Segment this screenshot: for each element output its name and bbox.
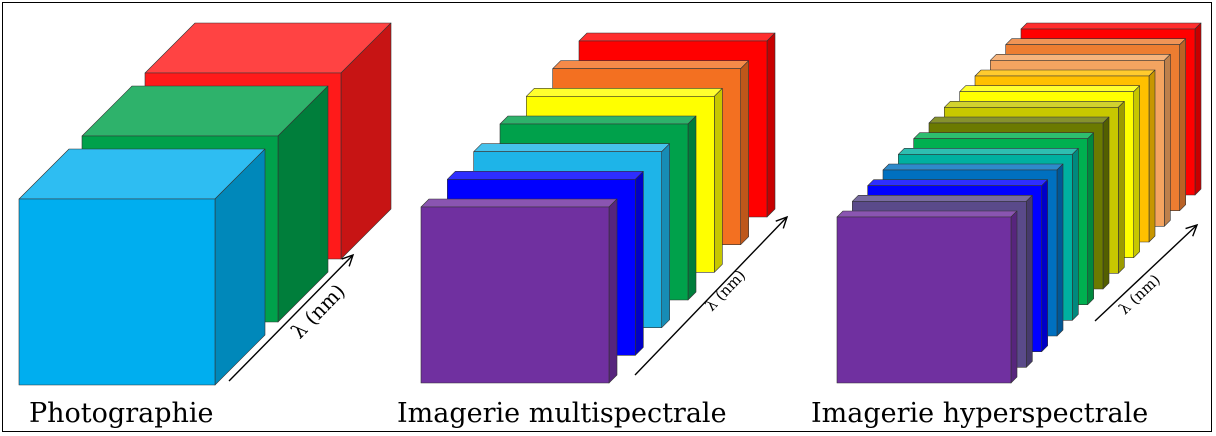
band-top-face <box>499 115 697 125</box>
band-side-face <box>766 32 776 218</box>
band-block <box>420 198 618 384</box>
caption-multispectrale: Imagerie multispectrale <box>397 398 727 429</box>
band-side-face <box>1148 69 1156 243</box>
band-side-face <box>1026 195 1033 368</box>
band-side-face <box>1010 210 1018 384</box>
wavelength-arrow <box>1094 224 1198 322</box>
band-top-face <box>959 85 1140 92</box>
band-side-face <box>608 198 618 384</box>
panel-multispectrale: λ (nm) <box>420 32 789 384</box>
axis-label-lambda: λ (nm) <box>702 266 750 314</box>
band-side-face <box>1133 85 1140 258</box>
band-front-face <box>420 206 610 384</box>
band-top-face <box>836 210 1018 218</box>
band-side-face <box>1087 132 1094 305</box>
cubes-canvas: λ (nm) λ (nm) λ (nm) <box>18 22 1202 386</box>
band-top-face <box>1005 38 1186 45</box>
band-top-face <box>526 88 723 97</box>
band-side-face <box>1056 163 1064 337</box>
band-top-face <box>928 116 1110 124</box>
band-top-face <box>578 32 776 42</box>
band-side-face <box>1041 179 1048 352</box>
band-side-face <box>635 171 644 356</box>
band-side-face <box>1072 148 1079 321</box>
band-side-face <box>740 60 749 245</box>
band-side-face <box>714 88 723 273</box>
arrow-head-icon <box>1185 223 1199 237</box>
band-side-face <box>1164 54 1171 227</box>
wavelength-arrow <box>228 254 354 382</box>
band-top-face <box>1020 22 1202 30</box>
band-top-face <box>944 101 1125 108</box>
band-top-face <box>552 60 749 69</box>
band-top-face <box>473 143 670 152</box>
band-block <box>18 148 266 386</box>
band-top-face <box>882 163 1064 171</box>
wavelength-arrow <box>634 216 788 376</box>
arrow-head-icon <box>341 253 355 267</box>
band-top-face <box>447 171 644 180</box>
band-side-face <box>1102 116 1110 290</box>
band-side-face <box>661 143 670 328</box>
band-side-face <box>1179 38 1186 211</box>
band-top-face <box>898 148 1079 155</box>
band-side-face <box>1194 22 1202 196</box>
panel-photographie: λ (nm) <box>18 22 392 386</box>
band-front-face <box>836 216 1012 384</box>
band-side-face <box>1118 101 1125 274</box>
caption-hyperspectrale: Imagerie hyperspectrale <box>811 398 1149 429</box>
band-top-face <box>852 195 1033 202</box>
band-top-face <box>913 132 1094 139</box>
band-side-face <box>687 115 697 301</box>
band-top-face <box>990 54 1171 61</box>
caption-photographie: Photographie <box>29 398 214 429</box>
arrow-head-icon <box>775 215 789 229</box>
band-top-face <box>867 179 1048 186</box>
band-top-face <box>420 198 618 208</box>
band-front-face <box>18 198 216 386</box>
band-top-face <box>974 69 1156 77</box>
panel-hyperspectrale: λ (nm) <box>836 22 1202 384</box>
band-block <box>836 210 1018 384</box>
